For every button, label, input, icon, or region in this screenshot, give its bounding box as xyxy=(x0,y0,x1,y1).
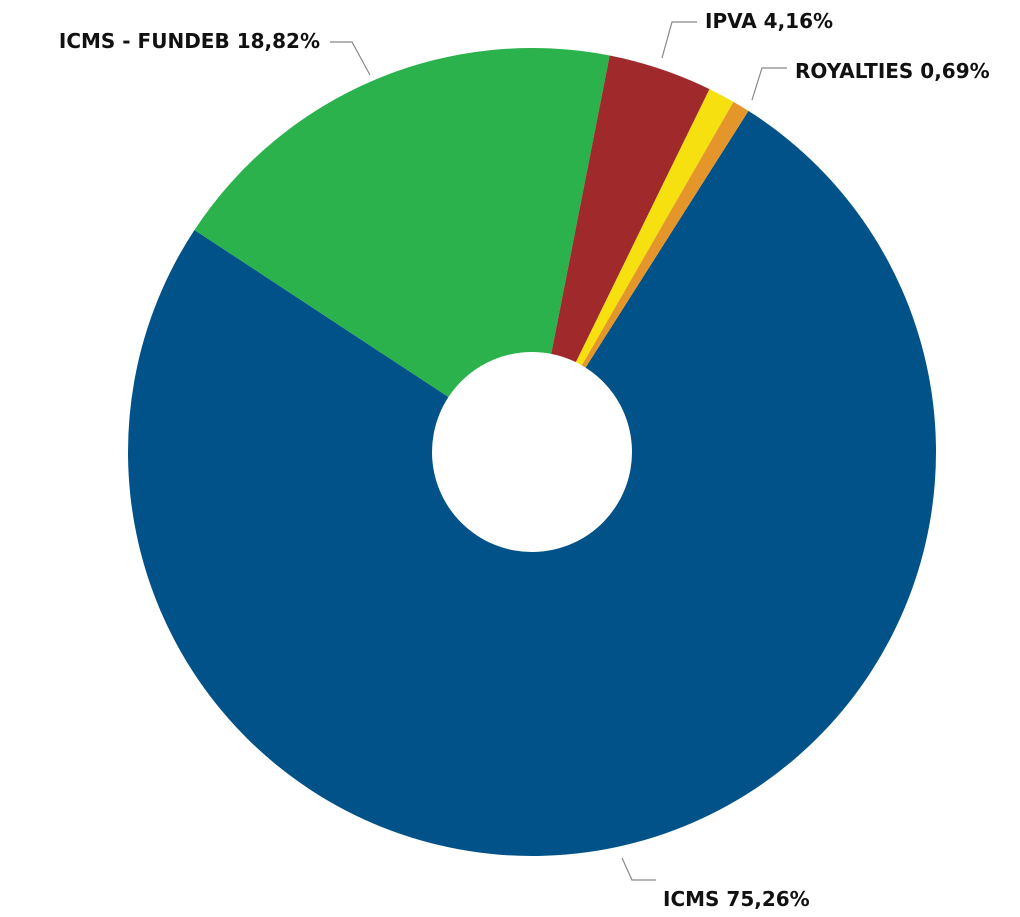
slice-label: IPVA 4,16% xyxy=(705,9,833,33)
slice-label: ROYALTIES 0,69% xyxy=(795,59,990,83)
donut-slice xyxy=(127,110,937,857)
slice-value: 0,69% xyxy=(920,59,989,83)
leader-line xyxy=(661,21,697,59)
slice-value: 4,16% xyxy=(764,9,833,33)
donut-slice xyxy=(581,101,749,368)
donut-slice xyxy=(194,47,610,398)
slice-label: ICMS - FUNDEB 18,82% xyxy=(59,29,320,53)
slice-name: ICMS xyxy=(663,887,719,911)
leader-line xyxy=(621,857,656,881)
donut-slice xyxy=(575,89,734,366)
slice-label: ICMS 75,26% xyxy=(663,887,810,911)
leader-line xyxy=(330,41,371,76)
slice-value: 18,82% xyxy=(237,29,320,53)
slice-name: ICMS - FUNDEB xyxy=(59,29,230,53)
leader-line xyxy=(751,67,787,101)
slice-name: IPVA xyxy=(705,9,757,33)
slice-name: ROYALTIES xyxy=(795,59,913,83)
slice-value: 75,26% xyxy=(726,887,809,911)
donut-slice xyxy=(551,55,710,363)
